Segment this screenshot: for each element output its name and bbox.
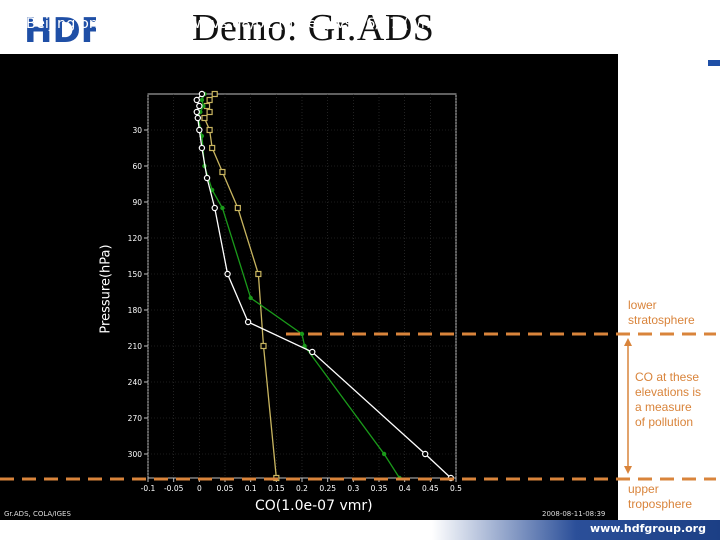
y-tick-label: 270 — [128, 414, 143, 423]
annotation-lower-stratosphere: lower stratosphere — [628, 298, 695, 328]
x-tick-label: -0.1 — [141, 484, 156, 493]
data-point-dot — [220, 205, 225, 211]
data-point-circle — [422, 450, 429, 458]
x-tick-label: 0.4 — [399, 484, 411, 493]
data-point-circle — [309, 348, 316, 356]
data-point-square — [255, 270, 262, 278]
y-tick-label: 210 — [128, 342, 143, 351]
series-line-2 — [196, 93, 452, 479]
x-tick-label: 0.05 — [217, 484, 234, 493]
x-tick-label: 0.3 — [347, 484, 359, 493]
series-line-0 — [203, 93, 277, 479]
y-tick-label: 120 — [128, 234, 143, 243]
annotation-line: a measure — [635, 400, 692, 414]
annotation-co-measure: CO at these elevations is a measure of p… — [635, 370, 701, 430]
data-point-circle — [244, 318, 252, 326]
y-tick-label: 30 — [132, 126, 142, 135]
y-tick-label: 300 — [128, 450, 143, 459]
data-point-square — [206, 96, 213, 104]
x-tick-label: 0.2 — [296, 484, 308, 493]
data-point-dot — [201, 103, 206, 109]
y-tick-label: 240 — [128, 378, 143, 387]
data-point-circle — [196, 126, 203, 134]
data-point-circle — [193, 108, 200, 116]
plot-credit: Gr.ADS, COLA/IGES — [4, 510, 71, 518]
annotation-upper-troposphere: upper troposphere — [628, 482, 692, 512]
data-point-circle — [198, 90, 206, 98]
slide-header: HDF Demo: Gr.ADS — [0, 0, 720, 54]
data-point-circle — [194, 114, 201, 122]
y-tick-label: 150 — [128, 270, 143, 279]
data-point-square — [206, 126, 213, 134]
data-point-circle — [203, 174, 211, 182]
data-point-dot — [381, 451, 387, 457]
x-tick-label: 0.45 — [422, 484, 439, 493]
y-tick-label: 180 — [128, 306, 143, 315]
series-line-1 — [197, 93, 401, 479]
x-axis-label: CO(1.0e-07 vmr) — [255, 498, 373, 514]
plot-title: Beijing on 08/05 (yellow) vs 08/01 (gree… — [26, 16, 455, 32]
data-point-square — [211, 90, 218, 98]
header-accent-bar — [708, 60, 720, 66]
annotation-line: upper — [628, 482, 659, 496]
data-point-circle — [193, 96, 200, 104]
data-point-circle — [196, 102, 203, 110]
plot-timestamp: 2008-08-11-08:39 — [542, 510, 606, 518]
annotation-line: troposphere — [628, 497, 693, 511]
co-range-arrow-down-icon — [624, 466, 632, 474]
x-tick-label: 0.35 — [371, 484, 388, 493]
x-tick-label: 0.15 — [268, 484, 285, 493]
x-tick-label: 0 — [197, 484, 202, 493]
data-point-square — [201, 114, 208, 122]
co-range-arrow-up-icon — [624, 338, 632, 346]
data-point-square — [206, 108, 213, 116]
annotation-line: lower — [628, 298, 657, 312]
x-tick-label: 0.25 — [319, 484, 336, 493]
data-point-square — [209, 144, 216, 152]
data-point-square — [219, 168, 226, 176]
data-point-circle — [198, 144, 206, 152]
data-point-dot — [248, 295, 253, 301]
annotation-line: elevations is — [635, 385, 702, 399]
hdf-logo: HDF — [24, 11, 96, 50]
data-point-square — [234, 204, 241, 212]
data-point-dot — [302, 343, 307, 349]
svg-text:HDF: HDF — [24, 11, 96, 50]
slide-title: Demo: Gr.ADS — [192, 7, 435, 49]
x-tick-label: 0.1 — [245, 484, 257, 493]
annotation-line: CO at these — [635, 370, 700, 384]
annotation-line: stratosphere — [628, 313, 695, 327]
footer-bar — [0, 520, 720, 540]
y-tick-label: 90 — [132, 198, 142, 207]
data-point-circle — [224, 270, 231, 278]
data-point-dot — [299, 331, 305, 337]
footer-url: www.hdfgroup.org — [589, 522, 706, 535]
y-tick-label: 60 — [132, 162, 142, 171]
x-tick-label: -0.05 — [164, 484, 184, 493]
data-point-square — [260, 342, 267, 350]
data-point-dot — [199, 97, 205, 103]
annotation-line: of pollution — [635, 415, 694, 429]
data-point-circle — [211, 204, 218, 212]
plot-panel — [0, 54, 618, 520]
x-tick-label: 0.5 — [450, 484, 462, 493]
